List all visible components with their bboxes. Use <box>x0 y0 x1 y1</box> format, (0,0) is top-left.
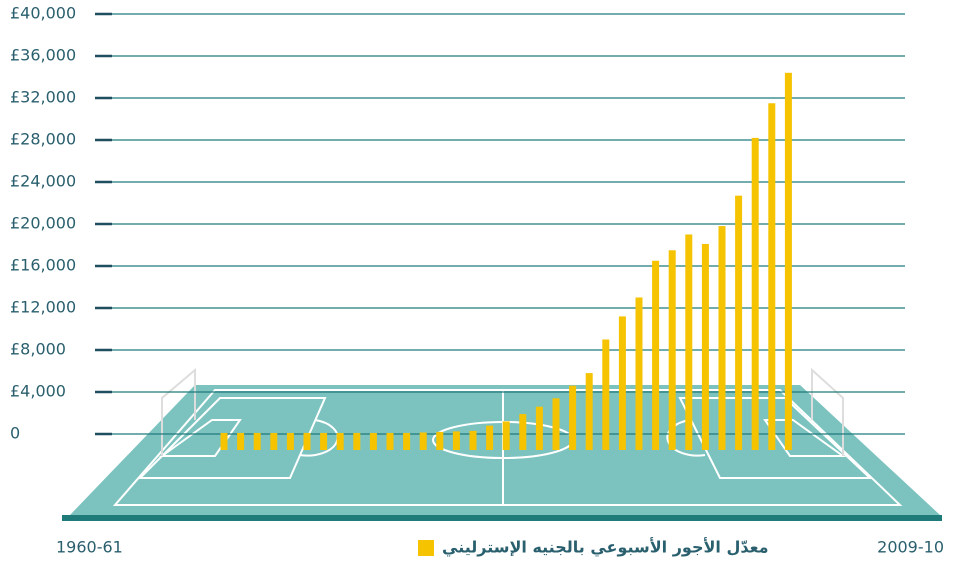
bar <box>419 432 427 450</box>
bar <box>768 103 776 450</box>
bar <box>220 432 228 450</box>
y-tick-label: £28,000 <box>10 130 76 149</box>
pitch <box>62 367 942 521</box>
bar <box>270 432 278 450</box>
bar <box>369 432 377 450</box>
y-tick-label: £12,000 <box>10 298 76 317</box>
bar <box>751 137 759 450</box>
bar <box>519 414 527 450</box>
bar <box>701 243 709 450</box>
y-tick-label: £24,000 <box>10 172 76 191</box>
bar <box>237 432 245 450</box>
bar <box>618 316 626 450</box>
bar <box>286 432 294 450</box>
y-tick-label: £8,000 <box>10 340 66 359</box>
bar <box>668 250 676 450</box>
y-tick-label: £36,000 <box>10 46 76 65</box>
y-tick-label: £4,000 <box>10 382 66 401</box>
bar <box>502 421 510 450</box>
bar <box>320 432 328 450</box>
y-tick-label: 0 <box>10 424 20 443</box>
bar <box>569 385 577 450</box>
bar <box>303 432 311 450</box>
bar <box>585 373 593 450</box>
bar <box>486 425 494 450</box>
y-tick-label: £40,000 <box>10 4 76 23</box>
bar <box>602 339 610 450</box>
bar <box>718 226 726 450</box>
y-tick-label: £20,000 <box>10 214 76 233</box>
bar <box>784 72 792 451</box>
bar <box>336 432 344 450</box>
y-tick-label: £32,000 <box>10 88 76 107</box>
bar <box>403 432 411 450</box>
bar <box>685 234 693 450</box>
bar <box>253 432 261 450</box>
bar <box>353 432 361 450</box>
bar <box>469 430 477 450</box>
bar <box>436 431 444 450</box>
x-tick-label: 2009-10 <box>877 538 944 557</box>
bar <box>552 398 560 450</box>
bar <box>635 297 643 450</box>
bar <box>735 195 743 450</box>
y-tick-label: £16,000 <box>10 256 76 275</box>
legend-label: معدّل الأجور الأسبوعي بالجنيه الإسترليني <box>442 538 769 558</box>
bar <box>652 260 660 450</box>
bar <box>386 432 394 450</box>
x-tick-label: 1960-61 <box>56 538 123 557</box>
bar <box>535 406 543 450</box>
legend-swatch <box>418 540 434 556</box>
bar <box>452 431 460 450</box>
